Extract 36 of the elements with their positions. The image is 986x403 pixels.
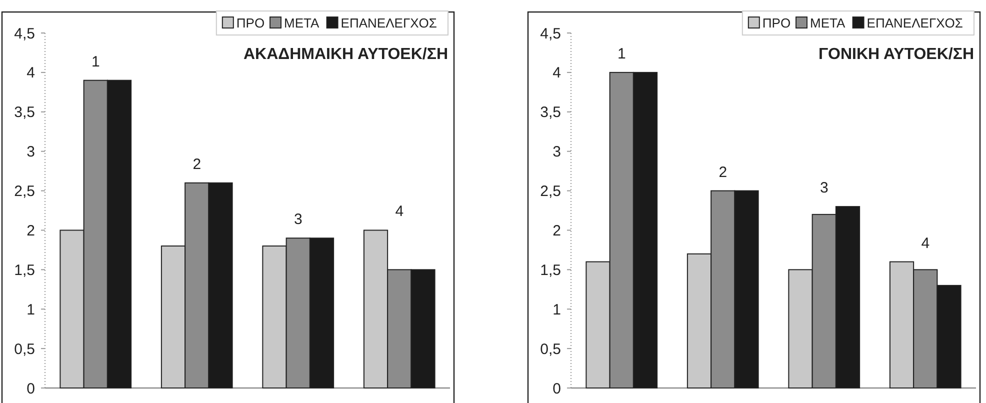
- y-tick-label: 2,5: [14, 183, 35, 200]
- annotation: 4: [395, 203, 404, 220]
- y-tick-label: 0: [26, 380, 35, 398]
- y-tick-label: 1,5: [540, 262, 561, 279]
- legend-label: ΜΕΤΑ: [284, 16, 320, 31]
- annotation: 2: [192, 156, 202, 173]
- annotation: 1: [91, 53, 100, 70]
- annotation: 1: [617, 45, 626, 62]
- y-tick-label: 1,5: [14, 262, 35, 279]
- y-tick-label: 1: [26, 301, 35, 318]
- legend-label: ΠΡΟ: [762, 16, 791, 31]
- annotation: 4: [921, 234, 930, 252]
- annotation: 3: [820, 180, 828, 197]
- y-tick-label: 4,5: [14, 25, 35, 42]
- text: ΓΟΝΙΚΗ ΑΥΤΟΕΚ/ΣΗ: [818, 46, 974, 63]
- y-tick-label: 4: [552, 64, 561, 82]
- legend-label: ΕΠΑΝΕΛΕΓΧΟΣ: [340, 16, 437, 31]
- y-tick-label: 4,5: [540, 25, 561, 42]
- y-tick-label: 3,5: [14, 104, 35, 122]
- y-tick-label: 0: [552, 380, 561, 398]
- legend-label: ΕΠΑΝΕΛΕΓΧΟΣ: [866, 16, 963, 31]
- y-tick-label: 3: [26, 144, 35, 161]
- y-tick-label: 3: [552, 144, 561, 161]
- y-tick-label: 3,5: [540, 104, 561, 122]
- y-tick-label: 2,5: [540, 183, 561, 200]
- y-tick-label: 0,5: [540, 340, 561, 358]
- y-tick-label: 2: [552, 222, 561, 240]
- y-tick-label: 1: [552, 301, 561, 318]
- annotation: 2: [718, 164, 728, 181]
- annotation: 3: [294, 211, 302, 228]
- y-tick-label: 2: [26, 222, 35, 240]
- text: ΑΚΑΔΗΜΑΙΚΗ ΑΥΤΟΕΚ/ΣΗ: [243, 46, 448, 63]
- y-tick-label: 4: [26, 64, 35, 82]
- legend-label: ΜΕΤΑ: [810, 16, 846, 31]
- legend-label: ΠΡΟ: [236, 16, 265, 31]
- y-tick-label: 0,5: [14, 340, 35, 358]
